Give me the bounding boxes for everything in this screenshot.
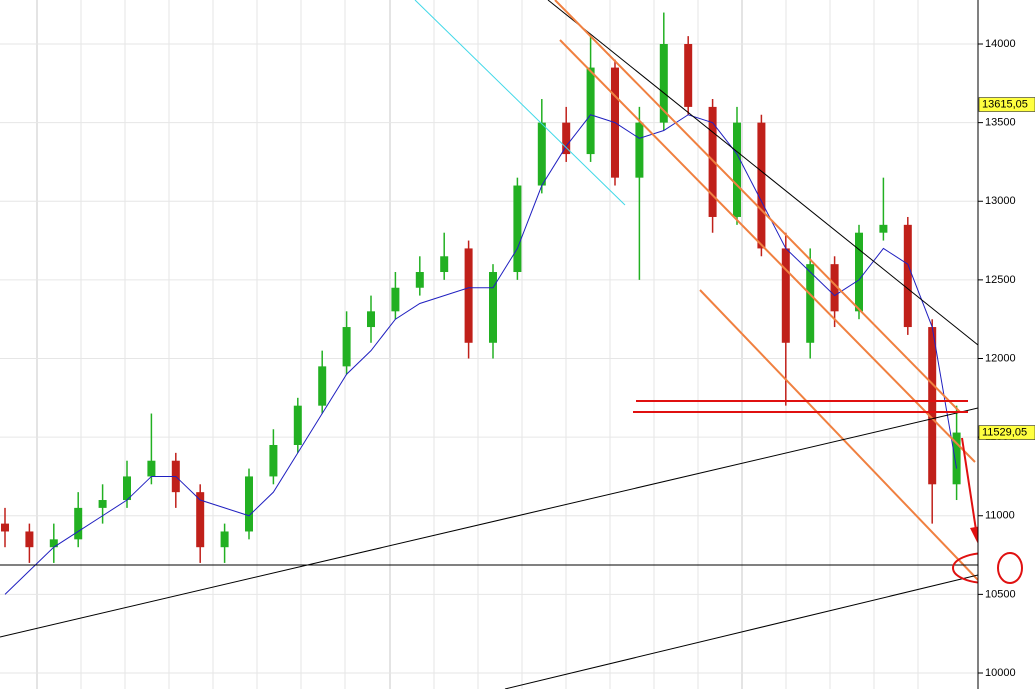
y-axis: 1000010500110001150012000125001300013500… bbox=[978, 38, 1035, 679]
y-tick-label: 12500 bbox=[985, 274, 1016, 286]
candle-body bbox=[659, 44, 668, 123]
cyan-trendline bbox=[414, 0, 626, 206]
y-tick-label: 13000 bbox=[985, 195, 1016, 207]
candle-body bbox=[98, 500, 107, 508]
candle-body bbox=[464, 248, 473, 343]
candle-body bbox=[757, 122, 766, 249]
candle-body bbox=[684, 44, 693, 107]
candle-body bbox=[513, 185, 522, 273]
candle-body bbox=[74, 507, 83, 540]
arrow-shaft bbox=[961, 437, 977, 531]
moving-average bbox=[4, 114, 958, 595]
price-marker bbox=[978, 97, 1035, 112]
candle-body bbox=[269, 444, 278, 477]
candle-body bbox=[635, 122, 644, 178]
candle-body bbox=[391, 287, 400, 312]
target-ellipse bbox=[952, 552, 978, 584]
y-tick-label: 14000 bbox=[985, 38, 1016, 50]
price-label: 11529,05 bbox=[982, 426, 1027, 438]
axis-panel bbox=[978, 0, 1035, 689]
candle-body bbox=[781, 248, 790, 343]
candle-body bbox=[220, 531, 229, 548]
candle-body bbox=[952, 432, 961, 485]
candle-body bbox=[537, 122, 546, 186]
candle-body bbox=[440, 256, 449, 273]
candle-body bbox=[123, 476, 131, 501]
candle-body bbox=[708, 106, 717, 217]
candle-body bbox=[25, 531, 34, 548]
candle-body bbox=[342, 327, 351, 367]
y-tick-label: 11000 bbox=[985, 510, 1015, 522]
candle-body bbox=[562, 122, 571, 155]
candle-body bbox=[147, 460, 156, 477]
price-marker bbox=[978, 425, 1035, 440]
channel-mid bbox=[559, 39, 976, 463]
candle-body bbox=[806, 264, 815, 343]
candle-body bbox=[1, 523, 9, 532]
candle-body bbox=[293, 405, 302, 445]
price-label: 13615,05 bbox=[982, 98, 1028, 110]
candle-body bbox=[49, 539, 58, 548]
y-tick-label: 10000 bbox=[985, 667, 1016, 679]
y-tick-label: 12000 bbox=[985, 352, 1016, 364]
candle-body bbox=[196, 492, 205, 548]
candle-body bbox=[586, 67, 595, 155]
black-trendline bbox=[547, 0, 978, 346]
candle-body bbox=[830, 264, 839, 312]
y-tick-label: 13500 bbox=[985, 117, 1016, 129]
arrow-head bbox=[970, 526, 978, 544]
candle-body bbox=[318, 366, 327, 406]
y-tick-label: 10500 bbox=[985, 588, 1016, 600]
candle-body bbox=[879, 224, 888, 233]
target-ellipse-edge bbox=[997, 552, 1023, 584]
lower-line bbox=[504, 574, 978, 689]
candle-body bbox=[855, 232, 863, 312]
candle-body bbox=[415, 272, 424, 288]
channel-bottom bbox=[699, 289, 978, 581]
grid bbox=[0, 43, 978, 674]
candle-body bbox=[903, 224, 912, 328]
candle-body bbox=[489, 272, 497, 343]
candle-body bbox=[928, 327, 937, 485]
support-line bbox=[0, 407, 978, 638]
plot-area bbox=[1, 12, 961, 595]
channel-top bbox=[554, 0, 961, 413]
candle-body bbox=[367, 311, 375, 328]
candle-body bbox=[733, 122, 741, 217]
candle-body bbox=[245, 476, 253, 532]
